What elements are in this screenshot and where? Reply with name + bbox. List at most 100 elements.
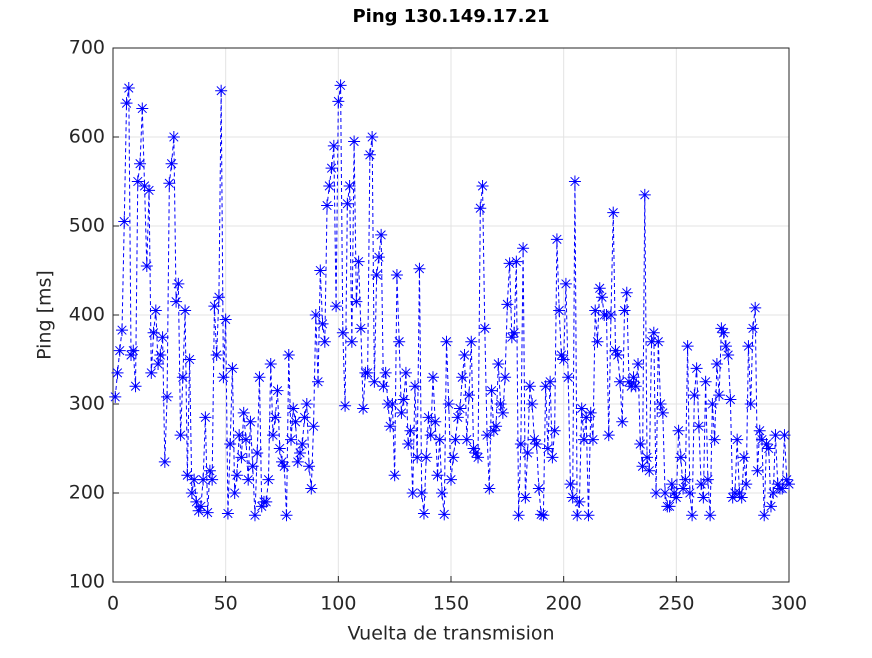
marker <box>604 309 617 321</box>
marker <box>239 433 252 446</box>
marker <box>129 380 142 393</box>
marker <box>616 415 629 428</box>
marker <box>546 451 559 464</box>
marker <box>713 389 726 402</box>
marker <box>656 406 669 419</box>
marker <box>287 402 300 415</box>
marker <box>411 451 424 464</box>
marker <box>636 460 649 473</box>
marker <box>379 366 392 379</box>
marker <box>192 504 205 517</box>
marker <box>194 500 207 513</box>
marker <box>149 304 162 317</box>
marker <box>237 406 250 419</box>
marker <box>535 508 548 521</box>
marker <box>679 473 692 486</box>
marker <box>395 406 408 419</box>
marker <box>494 398 507 410</box>
marker <box>746 322 759 335</box>
marker <box>695 478 708 491</box>
marker <box>668 487 681 499</box>
marker <box>298 411 311 424</box>
marker <box>672 424 685 437</box>
marker <box>228 487 241 499</box>
marker <box>161 390 174 403</box>
marker <box>402 438 415 451</box>
marker <box>384 420 397 433</box>
marker <box>152 357 165 370</box>
marker <box>683 487 696 499</box>
marker <box>638 188 651 201</box>
marker <box>111 366 124 379</box>
marker <box>140 260 153 273</box>
marker <box>339 399 352 412</box>
marker <box>318 335 331 348</box>
marker <box>744 398 757 410</box>
marker <box>469 446 482 459</box>
marker <box>641 451 654 464</box>
marker <box>539 380 552 393</box>
marker <box>456 371 469 384</box>
marker <box>557 353 570 366</box>
marker <box>312 375 325 388</box>
x-tick-label: 300 <box>771 593 807 615</box>
marker <box>131 175 144 188</box>
marker <box>431 469 444 482</box>
marker <box>686 509 699 522</box>
marker <box>643 464 656 477</box>
marker <box>357 402 370 415</box>
marker <box>627 371 640 384</box>
marker <box>767 487 780 499</box>
marker <box>203 464 216 477</box>
marker <box>724 393 737 406</box>
marker <box>420 451 433 464</box>
marker <box>706 398 719 410</box>
marker <box>476 179 489 192</box>
marker <box>762 442 775 455</box>
marker <box>481 429 494 442</box>
marker <box>212 291 225 304</box>
marker <box>541 442 554 455</box>
marker <box>778 429 791 442</box>
marker <box>508 326 521 339</box>
marker <box>449 433 462 446</box>
marker <box>442 398 455 410</box>
marker <box>697 491 710 504</box>
marker <box>566 491 579 504</box>
marker <box>764 500 777 513</box>
marker <box>512 509 525 522</box>
marker <box>618 304 631 317</box>
marker <box>390 268 403 281</box>
marker <box>276 455 288 468</box>
marker <box>343 179 356 192</box>
marker <box>733 487 746 499</box>
marker <box>386 398 399 410</box>
marker <box>172 277 185 290</box>
marker <box>336 326 349 339</box>
axes-box <box>112 47 790 583</box>
marker <box>303 460 316 473</box>
marker <box>575 402 588 415</box>
marker <box>158 455 171 468</box>
marker <box>692 420 705 433</box>
marker <box>219 313 232 326</box>
marker <box>366 131 379 143</box>
x-tick-label: 200 <box>546 593 582 615</box>
marker <box>505 331 518 344</box>
marker <box>564 478 577 491</box>
marker <box>242 473 255 486</box>
marker <box>478 322 491 335</box>
marker <box>591 335 604 348</box>
marker <box>397 393 410 406</box>
marker <box>609 344 622 357</box>
marker <box>485 384 498 397</box>
marker <box>136 102 149 115</box>
marker <box>145 366 158 379</box>
marker <box>699 375 712 388</box>
marker <box>217 371 230 384</box>
marker <box>681 340 694 353</box>
marker <box>521 446 534 459</box>
marker <box>755 433 768 446</box>
marker <box>562 371 575 384</box>
marker <box>595 291 608 304</box>
